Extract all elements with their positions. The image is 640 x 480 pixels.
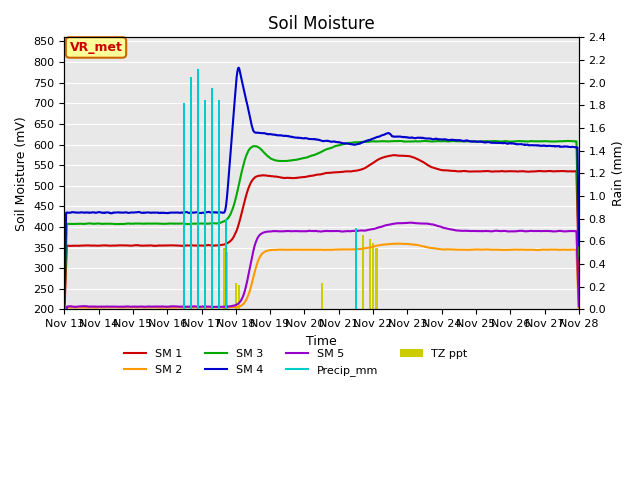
Bar	[197, 235, 199, 310]
Bar	[204, 221, 206, 310]
Bar	[211, 88, 213, 310]
Bar	[204, 100, 206, 310]
Bar	[372, 243, 374, 310]
Bar	[197, 69, 199, 310]
X-axis label: Time: Time	[307, 335, 337, 348]
Bar	[211, 235, 213, 310]
Bar	[238, 285, 241, 310]
Bar	[190, 248, 193, 310]
Bar	[369, 240, 371, 310]
Bar	[225, 219, 227, 310]
Y-axis label: Soil Moisture (mV): Soil Moisture (mV)	[15, 116, 28, 231]
Bar	[184, 103, 186, 310]
Legend: SM 1, SM 2, SM 3, SM 4, SM 5, Precip_mm, TZ ppt: SM 1, SM 2, SM 3, SM 4, SM 5, Precip_mm,…	[120, 345, 472, 380]
Bar	[321, 283, 323, 310]
Bar	[235, 283, 237, 310]
Bar	[218, 100, 220, 310]
Text: VR_met: VR_met	[70, 41, 122, 54]
Bar	[355, 229, 357, 310]
Bar	[223, 248, 225, 310]
Bar	[376, 248, 378, 310]
Bar	[362, 235, 364, 310]
Bar	[355, 228, 357, 310]
Bar	[218, 240, 220, 310]
Bar	[184, 283, 186, 310]
Y-axis label: Rain (mm): Rain (mm)	[612, 141, 625, 206]
Bar	[227, 252, 228, 310]
Bar	[190, 77, 193, 310]
Title: Soil Moisture: Soil Moisture	[268, 15, 375, 33]
